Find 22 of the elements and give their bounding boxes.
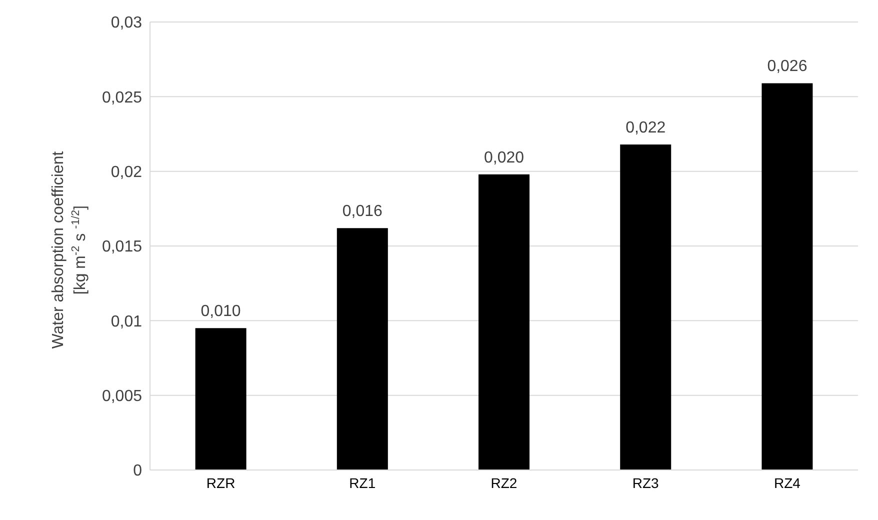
x-tick-label: RZ1 [349,474,376,491]
bar [478,174,530,470]
data-label: 0,022 [626,119,666,136]
data-label: 0,016 [342,203,383,220]
y-tick-label: 0,015 [102,238,142,256]
x-tick-label: RZ2 [490,474,518,491]
x-tick-label: RZR [206,474,236,491]
bar [336,228,388,470]
y-tick-label: 0,02 [110,164,142,182]
x-tick-label: RZ3 [632,474,660,491]
y-tick-label: 0 [133,462,142,480]
data-label: 0,010 [200,303,241,320]
y-tick-label: 0,005 [102,388,142,406]
data-label: 0,020 [484,149,524,166]
x-tick-label: RZ4 [774,474,801,491]
bar [762,83,813,470]
bar [195,328,246,470]
y-tick-label: 0,025 [102,89,142,106]
y-tick-label: 0,03 [110,14,142,32]
bar [620,144,672,470]
y-tick-label: 0,01 [110,313,142,330]
data-label: 0,026 [767,58,808,76]
